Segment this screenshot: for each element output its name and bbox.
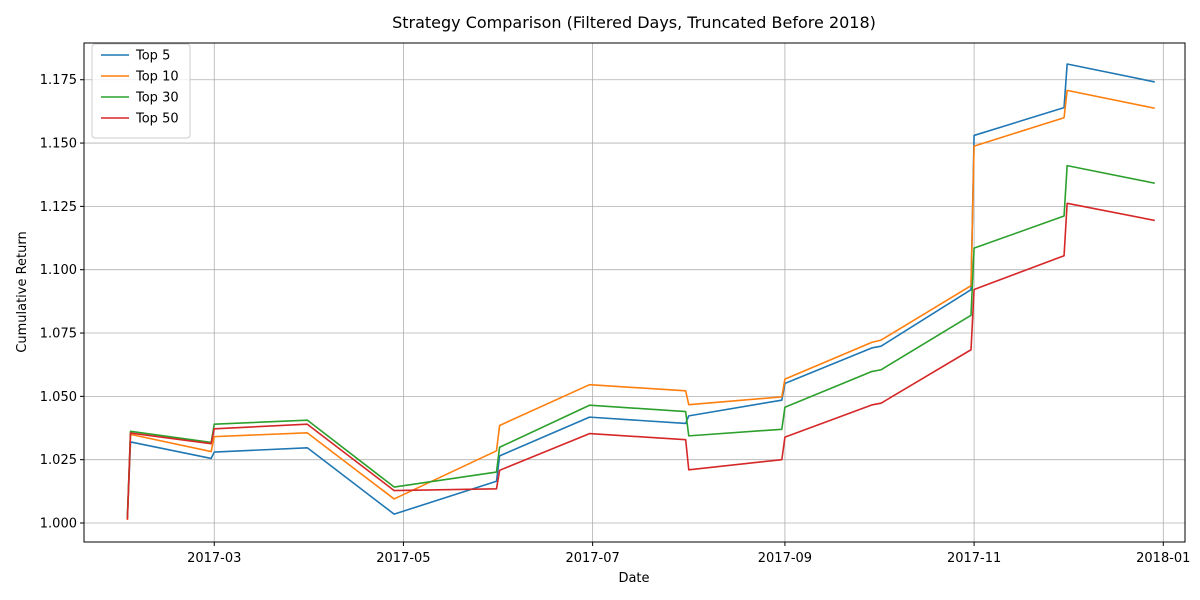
legend-label: Top 5 (135, 49, 170, 64)
chart-title: Strategy Comparison (Filtered Days, Trun… (392, 13, 876, 32)
legend-box (91, 43, 191, 139)
y-tick-label: 1.125 (40, 200, 77, 215)
y-tick-label: 1.000 (40, 517, 77, 532)
y-axis-ticks: 1.000 1.025 1.050 1.075 1.100 1.125 1.150 1.175 (40, 73, 84, 532)
legend-label: Top 10 (135, 70, 179, 85)
y-tick-label: 1.150 (40, 137, 77, 152)
y-tick-label: 1.025 (40, 453, 77, 468)
x-tick-label: 2017-03 (187, 551, 241, 566)
x-tick-label: 2017-09 (758, 551, 812, 566)
legend-label: Top 50 (135, 112, 179, 127)
x-tick-label: 2018-01 (1136, 551, 1190, 566)
legend-label: Top 30 (135, 91, 179, 106)
plot-frame (83, 42, 1186, 543)
series-line-top-5 (126, 63, 1155, 519)
x-tick-label: 2017-07 (565, 551, 619, 566)
y-tick-label: 1.100 (40, 263, 77, 278)
y-tick-label: 1.075 (40, 327, 77, 342)
series-line-top-30 (126, 164, 1155, 517)
x-axis-ticks: 2017-03 2017-05 2017-07 2017-09 2017-11 2018-… (187, 542, 1190, 566)
x-axis-label: Date (618, 571, 649, 586)
x-tick-label: 2017-11 (947, 551, 1001, 566)
y-axis-label: Cumulative Return (15, 231, 30, 352)
grid (84, 43, 1185, 542)
series-line-top-50 (126, 202, 1155, 520)
x-tick-label: 2017-05 (376, 551, 430, 566)
y-tick-label: 1.050 (40, 390, 77, 405)
y-tick-label: 1.175 (40, 73, 77, 88)
series-lines (126, 63, 1155, 521)
series-line-top-10 (126, 89, 1155, 521)
legend: Top 5 Top 10 Top 30 Top 50 (91, 43, 191, 139)
